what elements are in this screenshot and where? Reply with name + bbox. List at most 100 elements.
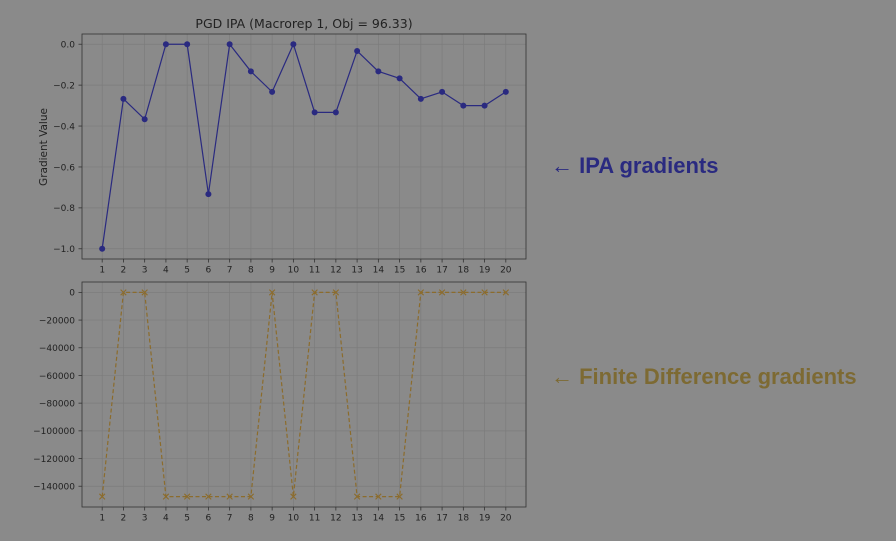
fd-x-tick-label: 11 <box>309 514 320 524</box>
ipa-data-point <box>290 41 297 48</box>
ipa-data-point <box>332 109 339 116</box>
ipa-x-tick-label: 16 <box>415 266 427 276</box>
fd-y-tick-label: 0 <box>69 289 75 299</box>
fd-data-point <box>502 289 510 296</box>
ipa-x-tick-label: 7 <box>227 266 233 276</box>
fd-y-tick-label: −60000 <box>39 372 75 382</box>
ipa-plot-background <box>82 34 526 259</box>
ipa-data-point <box>141 116 148 123</box>
fd-data-point <box>98 493 106 500</box>
fd-x-tick-label: 20 <box>500 514 512 524</box>
ipa-x-tick-label: 2 <box>121 266 127 276</box>
fd-x-tick-label: 10 <box>288 514 300 524</box>
fd-y-tick-label: −20000 <box>39 316 75 326</box>
fd-x-tick-label: 12 <box>330 514 341 524</box>
fd-data-point <box>332 289 340 296</box>
ipa-data-point <box>396 75 403 82</box>
fd-x-tick-label: 6 <box>206 514 212 524</box>
ipa-data-point <box>417 95 424 102</box>
ipa-data-point <box>460 102 467 109</box>
ipa-data-point <box>481 102 488 109</box>
fd-data-point <box>460 289 467 296</box>
fd-data-point <box>396 493 403 500</box>
fd-x-tick-label: 9 <box>269 514 275 524</box>
ipa-gridlines <box>82 34 526 259</box>
ipa-data-point <box>269 88 276 95</box>
fd-y-tick-label: −140000 <box>33 483 75 493</box>
ipa-data-point <box>99 245 106 252</box>
ipa-data-point <box>439 88 446 95</box>
fd-x-tick-label: 15 <box>394 514 405 524</box>
ipa-x-tick-label: 4 <box>163 266 169 276</box>
ipa-x-tick-label: 9 <box>269 266 275 276</box>
ipa-x-tick-label: 10 <box>288 266 300 276</box>
ipa-chart: PGD IPA (Macrorep 1, Obj = 96.33) Gradie… <box>38 16 527 276</box>
ipa-x-tick-label: 11 <box>309 266 320 276</box>
ipa-data-point <box>184 41 191 48</box>
fd-x-tick-label: 18 <box>458 514 470 524</box>
fd-y-tick-label: −120000 <box>33 455 75 465</box>
fd-x-tick-label: 7 <box>227 514 233 524</box>
fd-x-tick-label: 5 <box>184 514 190 524</box>
ipa-y-tick-label: −0.6 <box>53 163 75 173</box>
ipa-y-tick-label: −0.2 <box>53 81 75 91</box>
fd-data-point <box>162 493 170 500</box>
ipa-data-point <box>354 47 361 54</box>
fd-data-point <box>268 289 276 296</box>
fd-data-point <box>375 493 382 500</box>
fd-data-point <box>417 289 425 296</box>
fd-x-tick-label: 8 <box>248 514 254 524</box>
fd-x-ticks: 1 2 3 4 5 6 7 8 9 10 11 12 13 14 15 16 17 18 19 20 <box>99 507 512 524</box>
fd-y-ticks: 0 −20000 −40000 −60000 −80000 −100000 −120000 −… <box>33 289 82 493</box>
ipa-x-tick-label: 13 <box>351 266 362 276</box>
ipa-x-tick-label: 5 <box>184 266 190 276</box>
ipa-y-axis-label: Gradient Value <box>38 108 50 186</box>
ipa-data-point <box>205 191 212 198</box>
ipa-x-ticks: 1 2 3 4 5 6 7 8 9 10 11 12 13 14 15 16 17 18 19 20 <box>99 259 512 276</box>
fd-x-tick-label: 1 <box>99 514 105 524</box>
fd-x-tick-label: 17 <box>436 514 447 524</box>
ipa-x-tick-label: 3 <box>142 266 148 276</box>
fd-x-tick-label: 2 <box>121 514 127 524</box>
fd-data-point <box>247 493 255 500</box>
ipa-x-tick-label: 15 <box>394 266 405 276</box>
fd-data-point <box>226 493 233 500</box>
fd-data-point <box>290 493 297 500</box>
fd-x-tick-label: 19 <box>479 514 491 524</box>
fd-x-tick-label: 3 <box>142 514 148 524</box>
fd-y-tick-label: −80000 <box>39 399 75 409</box>
ipa-x-tick-label: 12 <box>330 266 341 276</box>
fd-x-tick-label: 4 <box>163 514 169 524</box>
fd-x-tick-label: 16 <box>415 514 427 524</box>
ipa-y-tick-label: −0.8 <box>53 204 75 214</box>
fd-x-tick-label: 13 <box>351 514 362 524</box>
ipa-x-tick-label: 19 <box>479 266 491 276</box>
fd-data-point <box>353 493 361 500</box>
fd-y-tick-label: −100000 <box>33 427 75 437</box>
fd-data-point <box>183 493 191 500</box>
ipa-chart-title: PGD IPA (Macrorep 1, Obj = 96.33) <box>195 16 412 31</box>
fd-y-tick-label: −40000 <box>39 344 75 354</box>
ipa-y-tick-label: −0.4 <box>53 122 75 132</box>
fd-data-point <box>141 289 148 296</box>
fd-annotation: ← Finite Difference gradients <box>551 364 857 389</box>
ipa-data-point <box>247 68 254 75</box>
ipa-y-tick-label: 0.0 <box>61 41 76 51</box>
ipa-x-tick-label: 18 <box>458 266 470 276</box>
ipa-y-tick-label: −1.0 <box>53 245 75 255</box>
fd-chart: 0 −20000 −40000 −60000 −80000 −100000 −120000 −… <box>33 281 527 524</box>
fd-series-line <box>101 291 506 498</box>
ipa-data-point <box>502 88 509 95</box>
ipa-series-line <box>101 42 507 249</box>
ipa-plot-frame <box>81 33 527 260</box>
fd-gridlines <box>82 282 526 507</box>
fd-data-point <box>311 289 318 296</box>
fd-data-point <box>120 289 127 296</box>
ipa-x-tick-label: 1 <box>99 266 105 276</box>
ipa-x-tick-label: 8 <box>248 266 254 276</box>
ipa-data-point <box>226 41 233 48</box>
ipa-series <box>99 41 509 252</box>
ipa-data-point <box>311 109 318 116</box>
ipa-data-point <box>375 68 382 75</box>
